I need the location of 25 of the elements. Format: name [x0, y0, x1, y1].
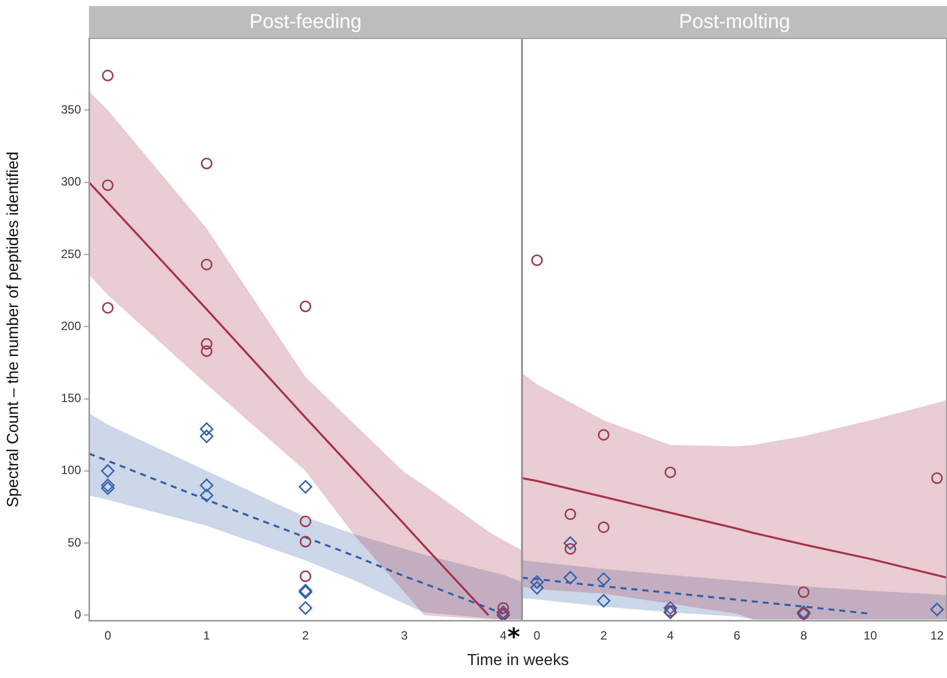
x-tick-label: 12	[930, 628, 944, 643]
x-tick-label: 3	[401, 628, 408, 643]
y-tick-label: 300	[60, 174, 82, 189]
x-tick-label: 2	[600, 628, 608, 643]
y-tick-label: 100	[60, 463, 82, 478]
x-tick-label: 0	[534, 628, 541, 643]
y-axis-title: Spectral Count – the number of peptides identified	[5, 152, 22, 508]
x-axis-title: Time in weeks	[466, 652, 570, 670]
y-tick-label: 0	[74, 608, 82, 622]
y-tick-label: 250	[60, 246, 82, 261]
y-tick-label: 350	[60, 102, 82, 116]
text: *	[507, 623, 520, 652]
y-tick-label: 150	[60, 391, 82, 406]
y-tick-label: 50	[68, 535, 82, 550]
x-tick-label: 2	[302, 628, 310, 643]
x-tick-label: 4	[666, 628, 674, 643]
x-tick-label: 10	[864, 628, 878, 643]
x-tick-label: 8	[800, 628, 808, 643]
x-tick-label: 6	[734, 628, 741, 643]
x-tick-label: 4	[500, 628, 507, 643]
y-tick-label: 200	[60, 318, 82, 333]
x-tick-label: 0	[104, 628, 112, 643]
x-tick-label: 1	[203, 628, 210, 643]
chart-title: Post-molting	[522, 6, 947, 38]
chart-title: Post-feeding	[89, 6, 522, 38]
